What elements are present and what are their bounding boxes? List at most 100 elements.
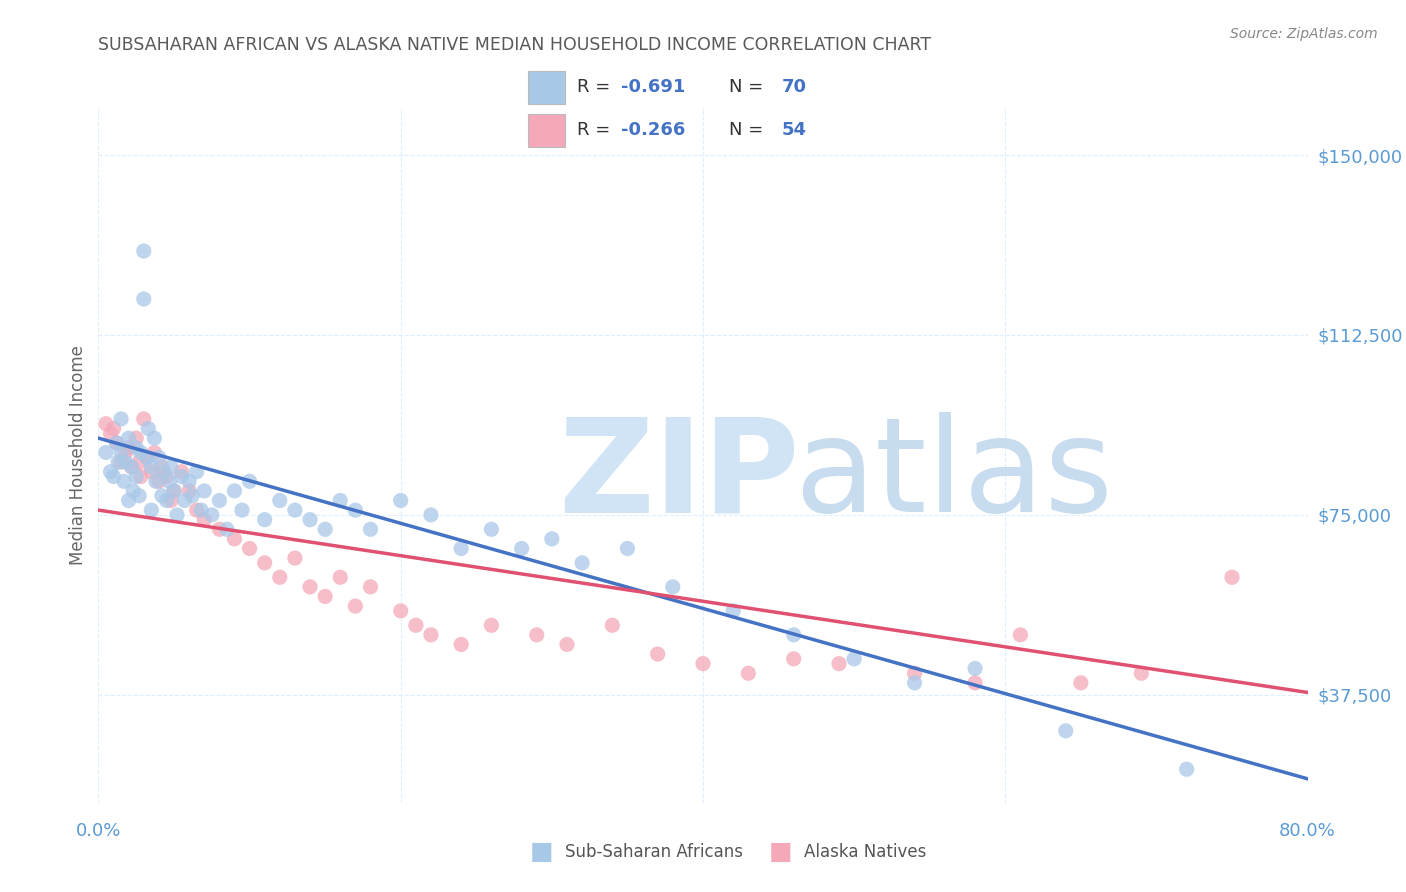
Point — [231, 503, 253, 517]
Point — [692, 657, 714, 671]
Point — [571, 556, 593, 570]
Point — [100, 426, 122, 441]
Point — [135, 450, 157, 465]
Point — [344, 599, 367, 613]
Point — [965, 661, 987, 675]
Point — [360, 580, 382, 594]
Point — [129, 469, 152, 483]
Point — [284, 503, 307, 517]
Point — [155, 493, 177, 508]
Point — [299, 580, 322, 594]
Point — [314, 522, 336, 536]
Point — [177, 483, 201, 498]
Point — [110, 445, 132, 459]
Text: Source: ZipAtlas.com: Source: ZipAtlas.com — [1230, 27, 1378, 41]
Point — [616, 541, 638, 556]
Bar — [529, 70, 565, 103]
Text: SUBSAHARAN AFRICAN VS ALASKA NATIVE MEDIAN HOUSEHOLD INCOME CORRELATION CHART: SUBSAHARAN AFRICAN VS ALASKA NATIVE MEDI… — [98, 36, 932, 54]
Point — [148, 450, 170, 465]
Point — [186, 503, 208, 517]
Text: ■: ■ — [769, 840, 792, 863]
Point — [173, 493, 195, 508]
Point — [647, 647, 669, 661]
Point — [1130, 666, 1153, 681]
Point — [904, 666, 927, 681]
Point — [112, 475, 135, 489]
Point — [94, 445, 117, 459]
Bar — [529, 114, 565, 147]
Point — [1175, 762, 1198, 776]
Point — [965, 676, 987, 690]
Text: R =: R = — [576, 121, 616, 139]
Point — [450, 541, 472, 556]
Point — [150, 489, 173, 503]
Text: 0.0%: 0.0% — [76, 822, 121, 840]
Point — [1220, 570, 1243, 584]
Point — [190, 503, 212, 517]
Point — [132, 244, 155, 258]
Point — [419, 508, 441, 522]
Point — [329, 493, 352, 508]
Point — [193, 483, 215, 498]
Point — [215, 522, 238, 536]
Point — [181, 489, 204, 503]
Point — [132, 412, 155, 426]
Point — [389, 493, 412, 508]
Point — [389, 604, 412, 618]
Point — [163, 483, 186, 498]
Point — [148, 475, 170, 489]
Point — [129, 445, 152, 459]
Point — [828, 657, 851, 671]
Point — [239, 475, 262, 489]
Point — [904, 676, 927, 690]
Point — [155, 469, 177, 483]
Point — [160, 459, 183, 474]
Point — [128, 489, 150, 503]
Point — [128, 455, 150, 469]
Point — [141, 503, 163, 517]
Point — [177, 475, 201, 489]
Point — [481, 618, 503, 632]
Point — [163, 483, 186, 498]
Point — [405, 618, 427, 632]
Point — [105, 436, 128, 450]
Text: N =: N = — [730, 121, 769, 139]
Point — [143, 431, 166, 445]
Point — [110, 455, 132, 469]
Text: ■: ■ — [530, 840, 553, 863]
Text: -0.266: -0.266 — [621, 121, 686, 139]
Point — [782, 628, 804, 642]
Point — [239, 541, 262, 556]
Point — [224, 532, 246, 546]
Text: 54: 54 — [782, 121, 807, 139]
Point — [141, 459, 163, 474]
Text: N =: N = — [730, 78, 769, 96]
Point — [555, 637, 578, 651]
Point — [329, 570, 352, 584]
Point — [125, 441, 148, 455]
Point — [166, 508, 188, 522]
Point — [419, 628, 441, 642]
Point — [737, 666, 759, 681]
Point — [121, 459, 143, 474]
Point — [208, 522, 231, 536]
Text: -0.691: -0.691 — [621, 78, 686, 96]
Point — [107, 455, 129, 469]
Point — [269, 493, 291, 508]
Point — [782, 652, 804, 666]
Point — [344, 503, 367, 517]
Point — [103, 421, 125, 435]
Point — [135, 450, 157, 465]
Point — [844, 652, 866, 666]
Point — [122, 483, 145, 498]
Text: 70: 70 — [782, 78, 807, 96]
Point — [201, 508, 224, 522]
Point — [114, 445, 136, 459]
Point — [94, 417, 117, 431]
Point — [314, 590, 336, 604]
Point — [661, 580, 683, 594]
Point — [160, 493, 183, 508]
Point — [253, 513, 276, 527]
Point — [118, 441, 141, 455]
Point — [721, 604, 744, 618]
